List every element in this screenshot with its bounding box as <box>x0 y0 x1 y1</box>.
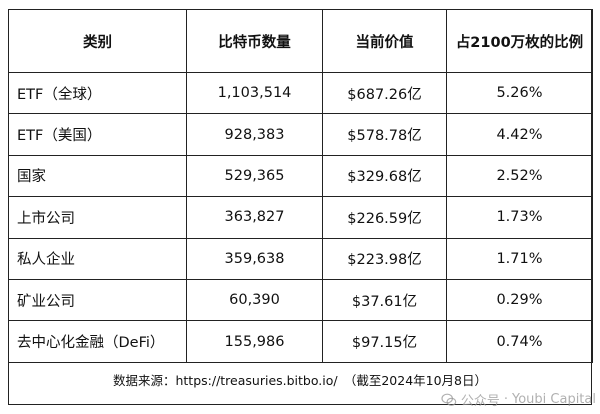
watermark: 公众号 · Youbi Capital <box>441 390 596 409</box>
cell-btc: 529,365 <box>186 154 323 198</box>
table-row: ETF（美国） 928,383 $578.78亿 4.42% <box>8 113 593 156</box>
table-row: ETF（全球） 1,103,514 $687.26亿 5.26% <box>8 71 593 115</box>
cell-btc: 363,827 <box>186 196 323 239</box>
watermark-separator: · <box>503 392 508 407</box>
cell-ratio: 5.26% <box>446 71 593 115</box>
cell-category: 矿业公司 <box>8 278 187 322</box>
cell-category: 私人企业 <box>8 237 187 280</box>
cell-value: $578.78亿 <box>322 113 447 156</box>
watermark-name: Youbi Capital <box>512 392 596 407</box>
table-row: 国家 529,365 $329.68亿 2.52% <box>8 154 593 198</box>
cell-btc: 60,390 <box>186 278 323 322</box>
cell-category: ETF（全球） <box>8 71 187 115</box>
table-row: 上市公司 363,827 $226.59亿 1.73% <box>8 196 593 239</box>
cell-ratio: 2.52% <box>446 154 593 198</box>
cell-category: ETF（美国） <box>8 113 187 156</box>
source-footnote: 数据来源：https://treasuries.bitbo.io/ （截至202… <box>112 373 488 388</box>
cell-ratio: 1.71% <box>446 237 593 280</box>
table-row: 矿业公司 60,390 $37.61亿 0.29% <box>8 278 593 322</box>
watermark-prefix: 公众号 <box>460 394 500 409</box>
wechat-icon <box>441 392 457 408</box>
cell-value: $223.98亿 <box>322 237 447 280</box>
header-btc-amount: 比特币数量 <box>186 9 323 73</box>
header-current-value: 当前价值 <box>322 9 447 73</box>
cell-value: $329.68亿 <box>322 154 447 198</box>
cell-ratio: 4.42% <box>446 113 593 156</box>
cell-ratio: 1.73% <box>446 196 593 239</box>
cell-ratio: 0.29% <box>446 278 593 322</box>
cell-btc: 155,986 <box>186 320 323 363</box>
cell-value: $226.59亿 <box>322 196 447 239</box>
cell-btc: 1,103,514 <box>186 71 323 115</box>
cell-category: 国家 <box>8 154 187 198</box>
table-row: 去中心化金融（DeFi） 155,986 $97.15亿 0.74% <box>8 320 593 363</box>
cell-btc: 359,638 <box>186 237 323 280</box>
header-ratio: 占2100万枚的比例 <box>446 9 593 73</box>
cell-category: 去中心化金融（DeFi） <box>8 320 187 363</box>
bitcoin-holdings-table: 类别 比特币数量 当前价值 占2100万枚的比例 ETF（全球） 1,103,5… <box>8 9 593 363</box>
cell-value: $687.26亿 <box>322 71 447 115</box>
cell-ratio: 0.74% <box>446 320 593 363</box>
table-row: 私人企业 359,638 $223.98亿 1.71% <box>8 237 593 280</box>
table-header-row: 类别 比特币数量 当前价值 占2100万枚的比例 <box>8 9 593 73</box>
cell-value: $97.15亿 <box>322 320 447 363</box>
cell-btc: 928,383 <box>186 113 323 156</box>
header-category: 类别 <box>8 9 187 73</box>
cell-category: 上市公司 <box>8 196 187 239</box>
cell-value: $37.61亿 <box>322 278 447 322</box>
